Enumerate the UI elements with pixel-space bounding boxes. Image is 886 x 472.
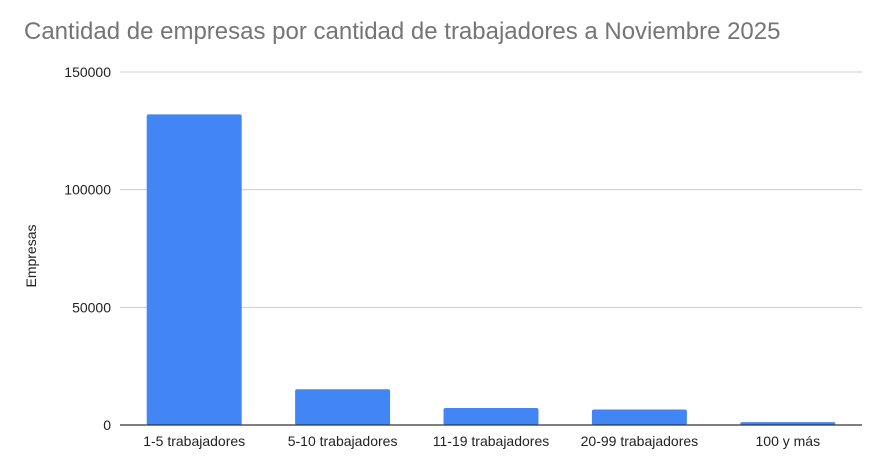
x-tick-label: 100 y más <box>756 433 821 449</box>
y-tick-label: 150000 <box>64 64 111 80</box>
x-tick-label: 5-10 trabajadores <box>288 433 398 449</box>
x-tick-label: 1-5 trabajadores <box>143 433 245 449</box>
x-tick-label: 20-99 trabajadores <box>581 433 699 449</box>
y-tick-label: 0 <box>103 417 111 433</box>
bar[interactable] <box>295 389 391 425</box>
x-tick-label: 11-19 trabajadores <box>433 433 549 449</box>
bar[interactable] <box>740 422 836 425</box>
bar[interactable] <box>591 409 687 425</box>
chart-title: Cantidad de empresas por cantidad de tra… <box>24 18 781 45</box>
y-axis-title: Empresas <box>23 224 39 287</box>
y-tick-label: 50000 <box>72 299 111 315</box>
bar[interactable] <box>146 114 242 426</box>
bar[interactable] <box>443 408 539 425</box>
y-tick-label: 100000 <box>64 182 111 198</box>
